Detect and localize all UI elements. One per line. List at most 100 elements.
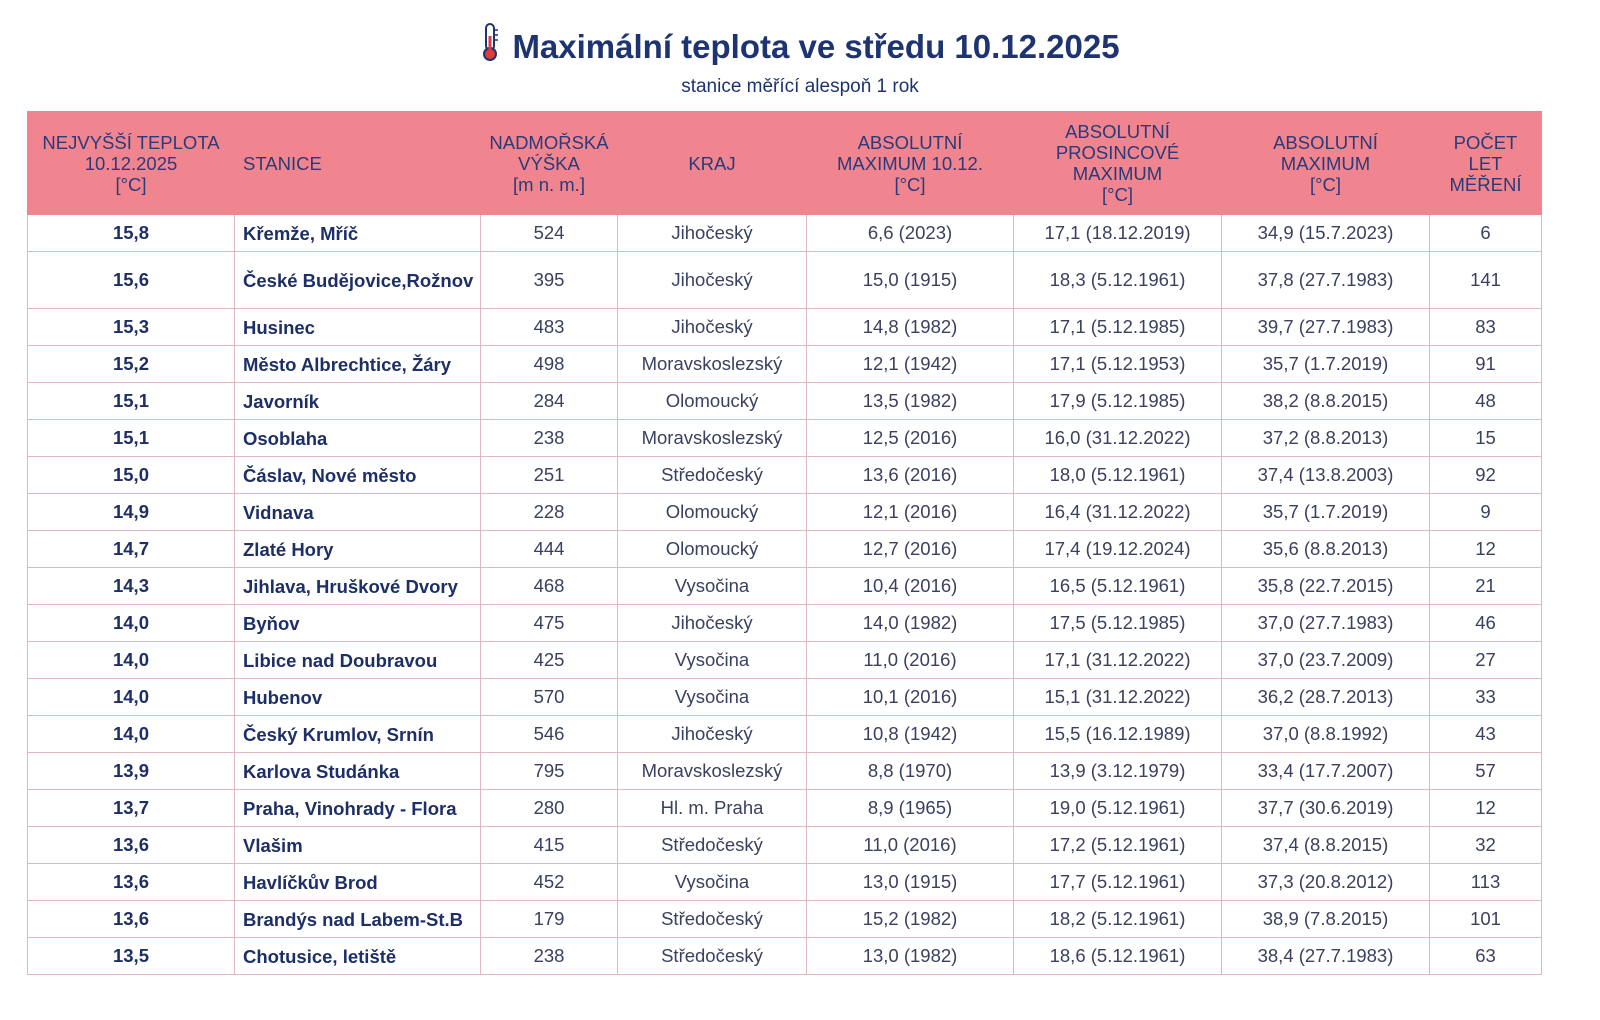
table-row: 13,7 Praha, Vinohrady - Flora 280 Hl. m. Pr… [27, 789, 1542, 827]
cell-abs-max-december: 18,0 (5.12.1961) [1013, 456, 1222, 494]
cell-abs-max-december: 16,0 (31.12.2022) [1013, 419, 1222, 457]
cell-abs-max: 33,4 (17.7.2007) [1221, 752, 1430, 790]
cell-years-measured: 63 [1429, 937, 1542, 975]
cell-abs-max: 37,4 (8.8.2015) [1221, 826, 1430, 864]
cell-abs-max: 37,0 (23.7.2009) [1221, 641, 1430, 679]
cell-altitude: 228 [480, 493, 618, 531]
cell-station: Chotusice, letiště [234, 937, 481, 975]
header-line: NEJVYŠŠÍ TEPLOTA [42, 131, 220, 153]
cell-region: Olomoucký [617, 493, 807, 531]
cell-altitude: 475 [480, 604, 618, 642]
header-line: 10.12.2025 [84, 152, 178, 174]
cell-station: Čáslav, Nové město [234, 456, 481, 494]
cell-region: Středočeský [617, 456, 807, 494]
cell-abs-max-day: 8,8 (1970) [806, 752, 1014, 790]
cell-years-measured: 43 [1429, 715, 1542, 753]
cell-years-measured: 91 [1429, 345, 1542, 383]
cell-region: Jihočeský [617, 214, 807, 252]
cell-altitude: 280 [480, 789, 618, 827]
table-row: 14,9 Vidnava 228 Olomoucký 12,1 (2016) 16,4 (… [27, 493, 1542, 531]
cell-abs-max-day: 14,8 (1982) [806, 308, 1014, 346]
cell-max-temp: 15,8 [27, 214, 235, 252]
cell-max-temp: 13,5 [27, 937, 235, 975]
cell-abs-max: 35,6 (8.8.2013) [1221, 530, 1430, 568]
cell-max-temp: 14,7 [27, 530, 235, 568]
header-line: PROSINCOVÉ [1055, 142, 1180, 163]
cell-abs-max-december: 16,4 (31.12.2022) [1013, 493, 1222, 531]
cell-station: Vidnava [234, 493, 481, 531]
cell-abs-max: 37,4 (13.8.2003) [1221, 456, 1430, 494]
table-row: 14,7 Zlaté Hory 444 Olomoucký 12,7 (2016) 17,… [27, 530, 1542, 568]
cell-max-temp: 14,0 [27, 604, 235, 642]
cell-region: Středočeský [617, 900, 807, 938]
cell-max-temp: 15,3 [27, 308, 235, 346]
table-row: 13,5 Chotusice, letiště 238 Středočeský 13,0… [27, 937, 1542, 975]
cell-region: Středočeský [617, 937, 807, 975]
cell-abs-max-december: 17,7 (5.12.1961) [1013, 863, 1222, 901]
column-header-station: STANICE [234, 111, 481, 215]
header-line: MĚŘENÍ [1449, 173, 1522, 195]
cell-station: Libice nad Doubravou [234, 641, 481, 679]
cell-station: Vlašim [234, 826, 481, 864]
cell-region: Olomoucký [617, 382, 807, 420]
cell-station: Město Albrechtice, Žáry [234, 345, 481, 383]
cell-altitude: 570 [480, 678, 618, 716]
cell-abs-max-december: 19,0 (5.12.1961) [1013, 789, 1222, 827]
cell-altitude: 524 [480, 214, 618, 252]
cell-years-measured: 57 [1429, 752, 1542, 790]
cell-years-measured: 12 [1429, 530, 1542, 568]
column-header-region: KRAJ [617, 111, 807, 215]
header-line: MAXIMUM [1280, 152, 1371, 174]
table-row: 15,6 České Budějovice,Rožnov 395 Jihočeský 1… [27, 251, 1542, 309]
cell-years-measured: 48 [1429, 382, 1542, 420]
table-row: 13,9 Karlova Studánka 795 Moravskoslezský 8,… [27, 752, 1542, 790]
cell-station: Havlíčkův Brod [234, 863, 481, 901]
column-header-max-temp: NEJVYŠŠÍ TEPLOTA 10.12.2025 [°C] [27, 111, 235, 215]
cell-station: Zlaté Hory [234, 530, 481, 568]
column-header-abs-max-day: ABSOLUTNÍ MAXIMUM 10.12. [°C] [806, 111, 1014, 215]
cell-abs-max-day: 12,1 (2016) [806, 493, 1014, 531]
page-title: Maximální teplota ve středu 10.12.2025 [0, 22, 1600, 66]
header-line: ABSOLUTNÍ [1273, 131, 1378, 153]
cell-abs-max: 35,7 (1.7.2019) [1221, 493, 1430, 531]
header-line: [m n. m.] [513, 173, 585, 195]
cell-abs-max-december: 17,1 (18.12.2019) [1013, 214, 1222, 252]
cell-abs-max-day: 13,0 (1982) [806, 937, 1014, 975]
title-text: Maximální teplota ve středu 10.12.2025 [512, 28, 1120, 65]
header-line: LET [1468, 152, 1503, 174]
cell-region: Moravskoslezský [617, 419, 807, 457]
cell-altitude: 284 [480, 382, 618, 420]
cell-altitude: 483 [480, 308, 618, 346]
header-line: [°C] [1101, 184, 1134, 205]
table-row: 15,0 Čáslav, Nové město 251 Středočeský 13,6… [27, 456, 1542, 494]
cell-abs-max-december: 17,1 (5.12.1985) [1013, 308, 1222, 346]
header-line: [°C] [894, 173, 926, 195]
cell-altitude: 468 [480, 567, 618, 605]
cell-altitude: 238 [480, 937, 618, 975]
cell-abs-max-day: 12,5 (2016) [806, 419, 1014, 457]
cell-station: Křemže, Mříč [234, 214, 481, 252]
cell-years-measured: 33 [1429, 678, 1542, 716]
cell-abs-max-december: 17,5 (5.12.1985) [1013, 604, 1222, 642]
cell-abs-max-day: 11,0 (2016) [806, 826, 1014, 864]
table-row: 15,8 Křemže, Mříč 524 Jihočeský 6,6 (2023) 17… [27, 214, 1542, 252]
cell-abs-max-december: 18,6 (5.12.1961) [1013, 937, 1222, 975]
cell-abs-max-december: 18,2 (5.12.1961) [1013, 900, 1222, 938]
cell-region: Jihočeský [617, 604, 807, 642]
cell-altitude: 546 [480, 715, 618, 753]
cell-max-temp: 15,2 [27, 345, 235, 383]
column-header-abs-max: ABSOLUTNÍ MAXIMUM [°C] [1221, 111, 1430, 215]
cell-abs-max: 37,0 (27.7.1983) [1221, 604, 1430, 642]
cell-max-temp: 13,6 [27, 863, 235, 901]
cell-station: Osoblaha [234, 419, 481, 457]
cell-abs-max-day: 10,8 (1942) [806, 715, 1014, 753]
cell-region: Jihočeský [617, 715, 807, 753]
header-line: VÝŠKA [518, 152, 580, 174]
cell-abs-max: 38,9 (7.8.2015) [1221, 900, 1430, 938]
cell-region: Jihočeský [617, 308, 807, 346]
column-header-altitude: NADMOŘSKÁ VÝŠKA [m n. m.] [480, 111, 618, 215]
cell-abs-max-day: 13,0 (1915) [806, 863, 1014, 901]
cell-abs-max-december: 17,1 (31.12.2022) [1013, 641, 1222, 679]
cell-abs-max: 34,9 (15.7.2023) [1221, 214, 1430, 252]
table-row: 14,3 Jihlava, Hruškové Dvory 468 Vysočina 10… [27, 567, 1542, 605]
